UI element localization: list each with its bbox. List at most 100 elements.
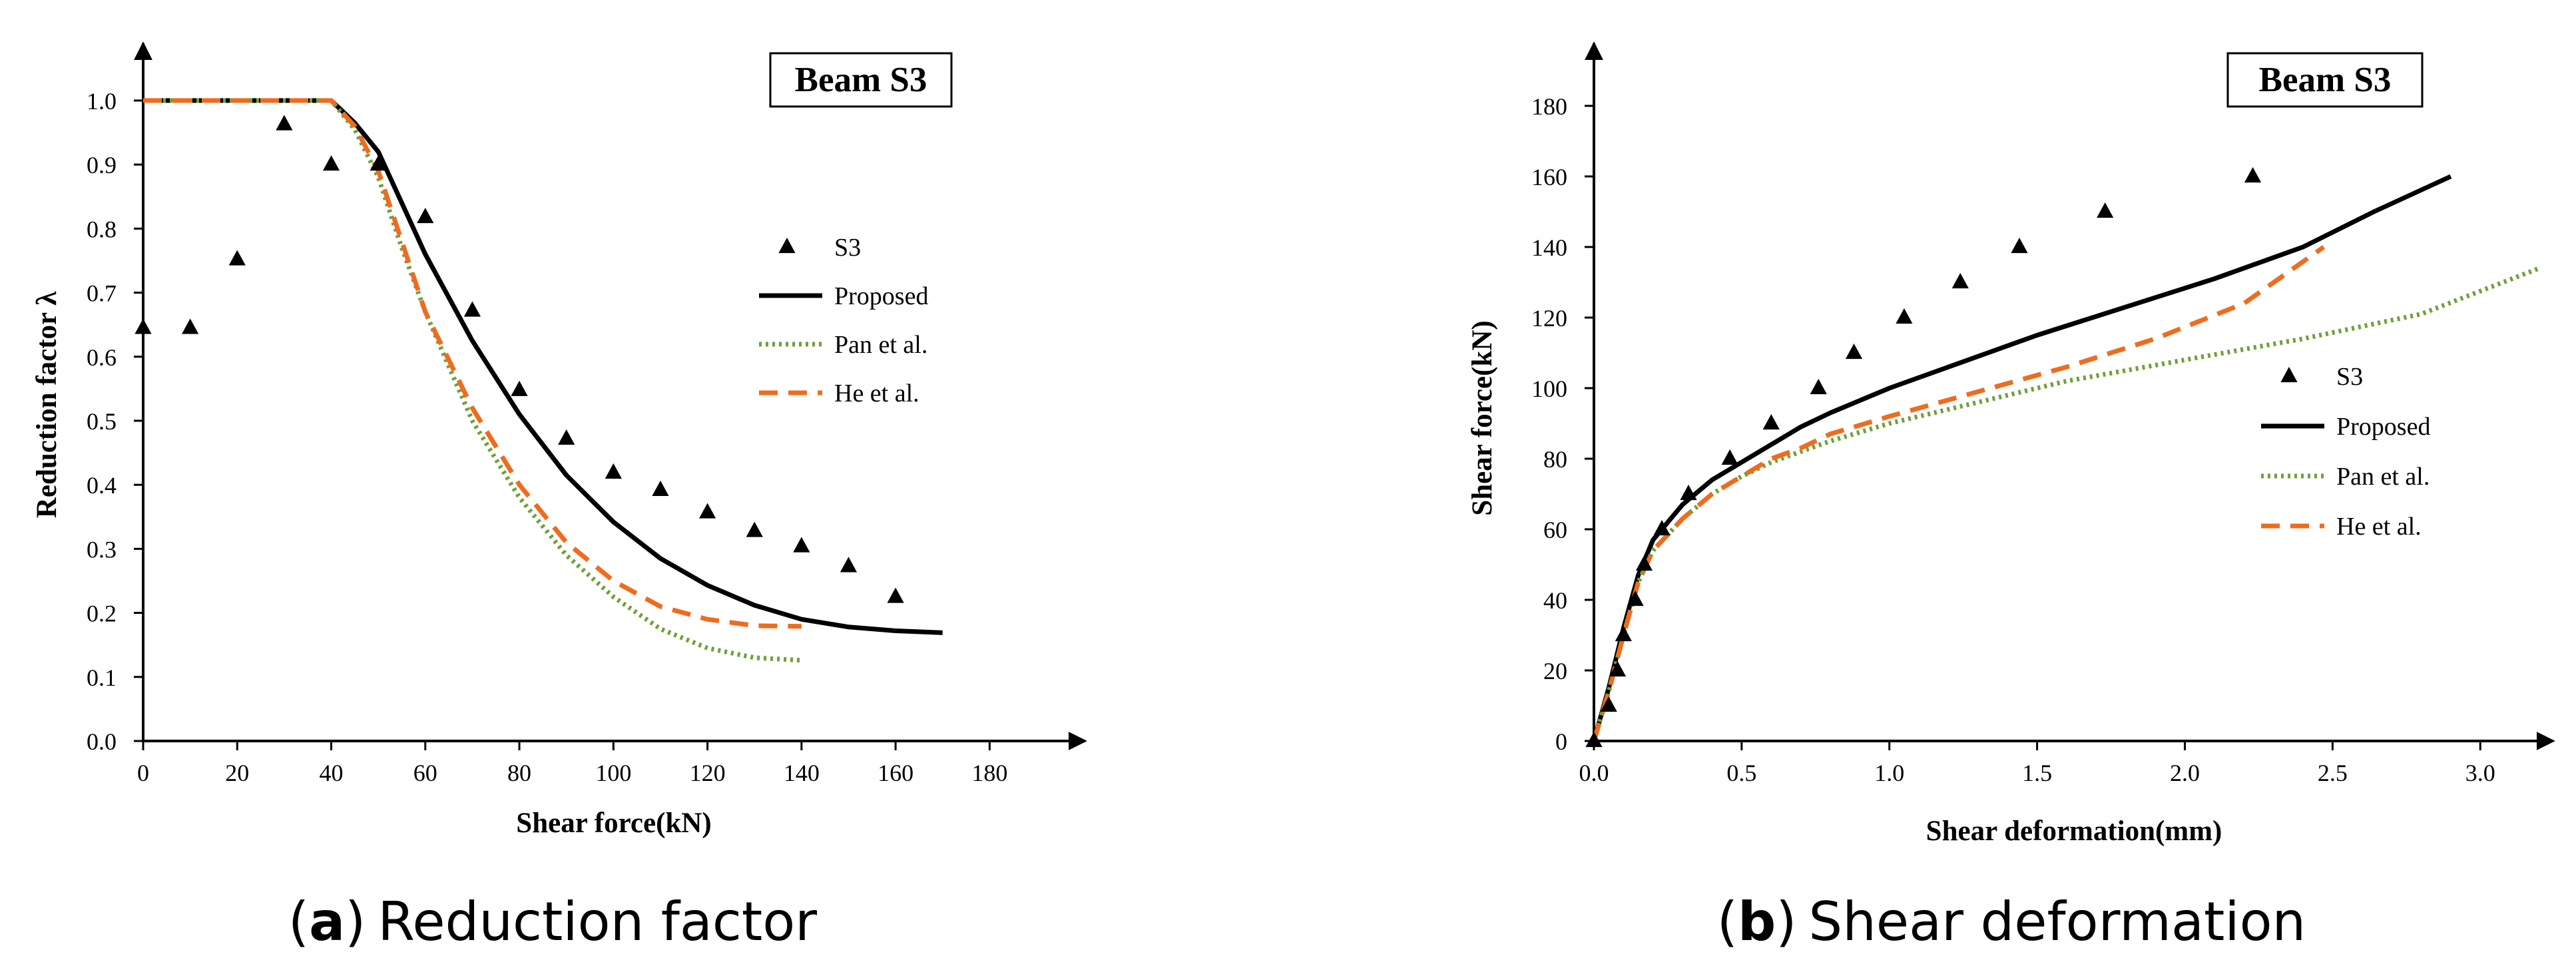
x-tick-label: 20 [225,760,249,786]
y-tick-label: 1.0 [87,88,117,115]
y-tick-label: 0.4 [87,472,117,499]
y-tick-label: 120 [1531,305,1567,332]
y-tick-label: 0.5 [87,408,117,435]
y-tick-label: 0.1 [87,664,117,691]
data-point-s3 [276,115,293,130]
x-tick-label: 0 [137,760,149,786]
data-point-s3 [1627,591,1644,607]
data-point-s3 [1721,449,1738,465]
plot-area [134,98,943,663]
data-point-s3 [182,318,199,334]
legend-label-pan-et-al: Pan et al. [834,331,927,359]
x-tick-label: 3.0 [2465,760,2495,786]
caption-a-text: Reduction factor [378,891,817,953]
shear-deformation-chart: Beam S3 0.0 0.5 1.0 1.5 2.0 2.5 3.0 0 20 40 60 80 1… [1467,41,2555,847]
series-line-proposed [1591,174,2452,742]
x-axis-title: Shear force(kN) [516,808,711,839]
y-axis-title: Shear force(kN) [1467,320,1498,515]
x-tick-label: 160 [878,760,913,786]
x-tick-label: 180 [971,760,1007,786]
data-point-s3 [746,521,763,537]
x-tick-label: 2.5 [2318,760,2348,786]
legend: S3 Proposed Pan et al. He et al. [759,234,928,407]
y-tick-label: 40 [1543,587,1567,614]
x-tick-label: 140 [784,760,820,786]
caption-a-close: ) [345,891,366,953]
x-tick-label: 0.5 [1726,760,1756,786]
y-ticks: 0.0 0.1 0.2 0.3 0.4 0.5 0.6 0.7 0.8 0.9 1.0 [87,88,143,755]
y-tick-label: 140 [1531,234,1567,261]
x-tick-label: 60 [413,760,437,786]
data-point-s3 [1635,555,1653,571]
series-line-pan-et-al [1591,266,2541,742]
x-tick-label: 80 [507,760,531,786]
data-point-s3 [1845,344,1863,360]
data-point-s3 [1609,661,1627,677]
data-point-s3 [1680,485,1697,501]
x-tick-label: 2.0 [2170,760,2200,786]
x-ticks: 0.0 0.5 1.0 1.5 2.0 2.5 3.0 [1579,741,2495,786]
series-line-proposed [143,98,943,635]
caption-b-letter: b [1738,891,1776,953]
data-point-s3 [793,537,810,553]
x-axis-title: Shear deformation(mm) [1926,816,2222,847]
chart-title: Beam S3 [795,61,927,99]
data-point-s3 [1615,626,1632,642]
data-point-s3 [417,208,434,224]
data-point-s3 [322,155,340,171]
x-ticks: 0 20 40 60 80 100 120 140 160 180 [137,741,1007,786]
data-point-s3 [840,557,858,573]
y-tick-label: 0.9 [87,152,117,178]
chart-title: Beam S3 [2259,61,2392,99]
data-point-s3 [652,480,669,496]
series-line-he-et-al [1591,245,2326,742]
series-line-pan-et-al [143,98,802,663]
data-point-s3 [1653,520,1671,536]
caption-b-close: ) [1776,891,1796,953]
data-point-s3 [1896,308,1913,324]
legend-label-he-et-al: He et al. [2336,513,2422,541]
data-point-s3 [2244,167,2262,183]
chart-title-box [2226,52,2424,108]
x-tick-label: 0.0 [1579,760,1609,786]
data-point-s3 [1762,414,1780,430]
x-tick-label: 100 [595,760,631,786]
data-point-s3 [134,318,152,334]
legend-label-s3: S3 [834,234,861,262]
legend-marker-s3 [2280,367,2298,383]
data-point-s3 [2097,202,2114,218]
caption-b: (b) Shear deformation [1717,891,2306,953]
y-tick-label: 80 [1543,446,1567,473]
data-point-s3 [698,503,716,519]
data-point-s3 [605,463,622,479]
x-tick-label: 1.5 [2022,760,2052,786]
data-point-s3 [228,250,246,266]
caption-a-letter: a [309,891,345,953]
y-tick-label: 100 [1531,375,1567,402]
data-point-s3 [1585,732,1603,748]
data-point-s3 [1600,696,1617,712]
chart-title-box [769,52,953,108]
y-tick-label: 0.0 [87,728,117,755]
y-tick-label: 0.7 [87,280,117,307]
y-tick-label: 0.8 [87,216,117,242]
legend-label-s3: S3 [2336,363,2363,391]
y-tick-label: 0.3 [87,536,117,563]
y-tick-label: 0.6 [87,344,117,371]
data-point-s3 [2011,238,2028,254]
legend-label-pan-et-al: Pan et al. [2336,463,2430,491]
legend-label-proposed: Proposed [2336,413,2430,441]
data-point-s3 [511,380,528,396]
data-point-s3 [1951,273,1969,289]
y-axis-title: Reduction factor λ [31,291,63,518]
data-point-s3 [370,155,387,171]
legend-marker-s3 [778,238,796,254]
caption-b-open: ( [1717,891,1738,953]
x-tick-label: 40 [320,760,344,786]
data-point-s3 [463,301,481,317]
caption-a: (a) Reduction factor [288,891,817,953]
data-point-s3 [1810,379,1827,395]
y-tick-label: 20 [1543,658,1567,684]
series-line-he-et-al [143,98,802,629]
